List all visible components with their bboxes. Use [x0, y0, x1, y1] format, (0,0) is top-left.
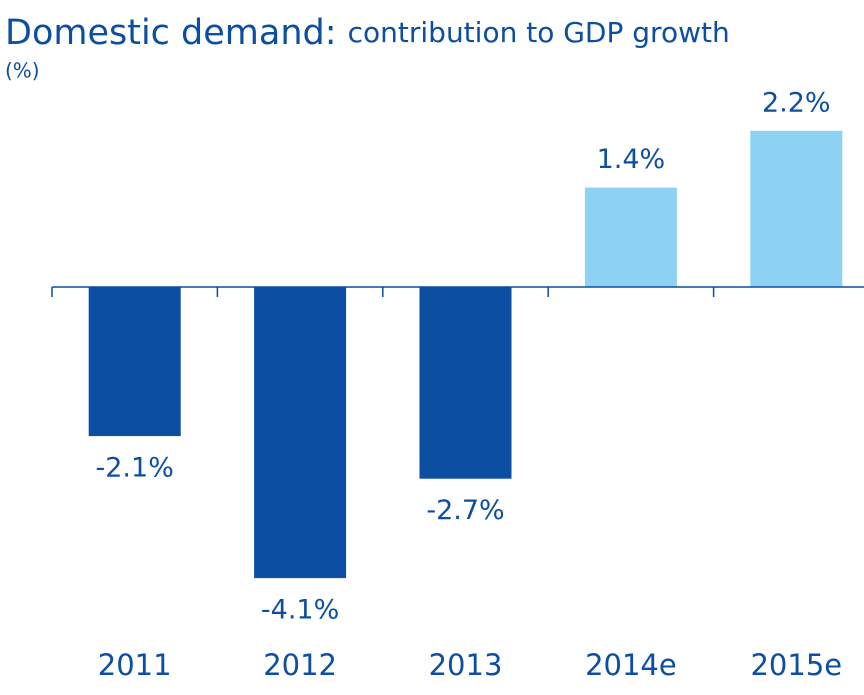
bar — [88, 287, 181, 437]
data-label: 2.2% — [762, 87, 831, 118]
data-label: -2.1% — [96, 453, 174, 484]
data-label: 1.4% — [597, 144, 666, 175]
data-label: -2.7% — [426, 495, 504, 526]
x-tick-label: 2014e — [585, 648, 677, 682]
bar — [584, 187, 677, 287]
bar — [750, 130, 843, 287]
x-tick-label: 2011 — [98, 648, 172, 682]
x-tick-label: 2012 — [263, 648, 337, 682]
bar — [419, 287, 512, 479]
data-label: -4.1% — [261, 595, 339, 626]
bar — [254, 287, 347, 579]
y-axis-label: (%) — [5, 59, 40, 83]
x-tick-label: 2013 — [429, 648, 503, 682]
chart-title-line: Domestic demand: contribution to GDP gro… — [5, 13, 730, 53]
x-tick-label: 2015e — [750, 648, 842, 682]
chart-title: Domestic demand: — [5, 13, 337, 53]
chart-subtitle: contribution to GDP growth — [348, 16, 730, 49]
